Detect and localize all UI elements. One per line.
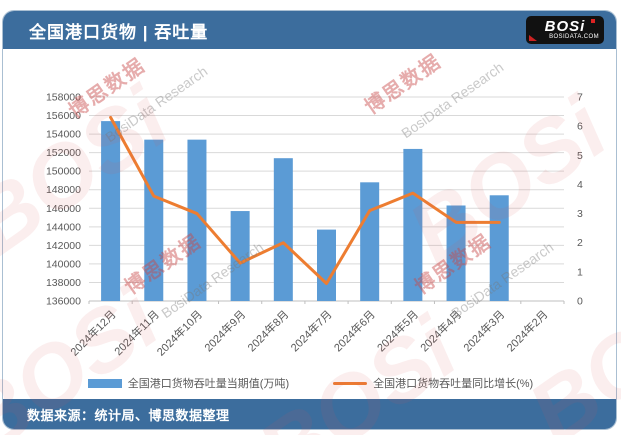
x-axis-label: 2024年10月 bbox=[154, 307, 205, 358]
right-axis-tick-label: 1 bbox=[577, 266, 583, 278]
logo-brand-text: BOSi bbox=[544, 18, 586, 35]
left-axis-tick-label: 136000 bbox=[46, 296, 81, 308]
right-axis-tick-label: 7 bbox=[577, 92, 583, 104]
bar-swatch-icon bbox=[87, 378, 122, 388]
right-axis-tick-label: 4 bbox=[577, 179, 583, 191]
x-axis-label: 2024年7月 bbox=[288, 307, 335, 354]
right-axis-tick-label: 0 bbox=[577, 296, 583, 308]
left-axis-tick-label: 150000 bbox=[46, 166, 81, 178]
chart-card: 全国港口货物 | 吞吐量 BOSi BOSIDATA.COM 136000 138… bbox=[2, 10, 617, 430]
bar bbox=[360, 182, 380, 301]
bar bbox=[144, 139, 164, 301]
left-axis-tick-label: 144000 bbox=[46, 221, 81, 233]
legend-item-bar-series: 全国港口货物吞吐量当期值(万吨) bbox=[87, 375, 290, 391]
left-axis-tick-label: 148000 bbox=[46, 184, 81, 196]
left-axis-tick-label: 156000 bbox=[46, 110, 81, 122]
page-title: 全国港口货物 | 吞吐量 bbox=[29, 22, 209, 42]
x-axis-label: 2024年6月 bbox=[331, 307, 378, 354]
trend-line bbox=[109, 115, 501, 286]
bar bbox=[273, 158, 293, 301]
right-axis-tick-label: 2 bbox=[577, 237, 583, 249]
right-axis-tick-label: 6 bbox=[577, 121, 583, 133]
left-axis-tick-label: 146000 bbox=[46, 203, 81, 215]
legend-line-label: 全国港口货物吞吐量同比增长(%) bbox=[373, 378, 534, 390]
right-axis-tick-label: 5 bbox=[577, 150, 583, 162]
bar bbox=[489, 195, 509, 301]
bar bbox=[317, 229, 336, 301]
x-axis-label: 2024年3月 bbox=[460, 307, 507, 354]
logo-red-triangle-icon bbox=[529, 35, 537, 41]
combo-chart: 136000 138000 140000 142000 144000 146000 1480… bbox=[46, 92, 583, 359]
left-axis-tick-label: 142000 bbox=[46, 240, 81, 252]
left-axis-tick-label: 140000 bbox=[46, 258, 81, 270]
x-axis-label: 2024年9月 bbox=[201, 307, 248, 354]
header-bar: 全国港口货物 | 吞吐量 BOSi BOSIDATA.COM bbox=[3, 11, 616, 49]
left-axis-tick-label: 158000 bbox=[46, 92, 81, 104]
x-axis-label: 2024年4月 bbox=[417, 307, 464, 354]
bar bbox=[230, 211, 250, 301]
line-swatch-icon bbox=[333, 381, 368, 385]
bosi-logo: BOSi BOSIDATA.COM bbox=[526, 16, 604, 44]
data-source-text: 数据来源：统计局、博思数据整理 bbox=[27, 407, 230, 423]
logo-domain-text: BOSIDATA.COM bbox=[549, 34, 599, 40]
legend-bar-label: 全国港口货物吞吐量当期值(万吨) bbox=[127, 378, 290, 390]
chart-legend: 全国港口货物吞吐量当期值(万吨) 全国港口货物吞吐量同比增长(%) bbox=[3, 375, 616, 391]
footer-bar: 数据来源：统计局、博思数据整理 bbox=[3, 399, 616, 429]
left-axis-tick-label: 154000 bbox=[46, 129, 81, 141]
bar bbox=[101, 121, 121, 301]
left-axis-tick-label: 152000 bbox=[46, 147, 81, 159]
logo-red-dot-icon bbox=[591, 19, 595, 23]
left-axis-tick-label: 138000 bbox=[46, 277, 81, 289]
bar bbox=[446, 205, 466, 301]
legend-item-line-series: 全国港口货物吞吐量同比增长(%) bbox=[333, 375, 533, 391]
chart-region: 136000 138000 140000 142000 144000 146000 1480… bbox=[3, 49, 616, 401]
bar bbox=[403, 148, 423, 301]
bar bbox=[187, 139, 207, 301]
right-axis-tick-label: 3 bbox=[577, 208, 583, 220]
x-axis-label: 2024年5月 bbox=[374, 307, 421, 354]
x-axis-label: 2024年2月 bbox=[503, 307, 550, 354]
x-axis-label: 2024年8月 bbox=[244, 307, 291, 354]
x-axis-label: 2024年12月 bbox=[67, 307, 118, 358]
